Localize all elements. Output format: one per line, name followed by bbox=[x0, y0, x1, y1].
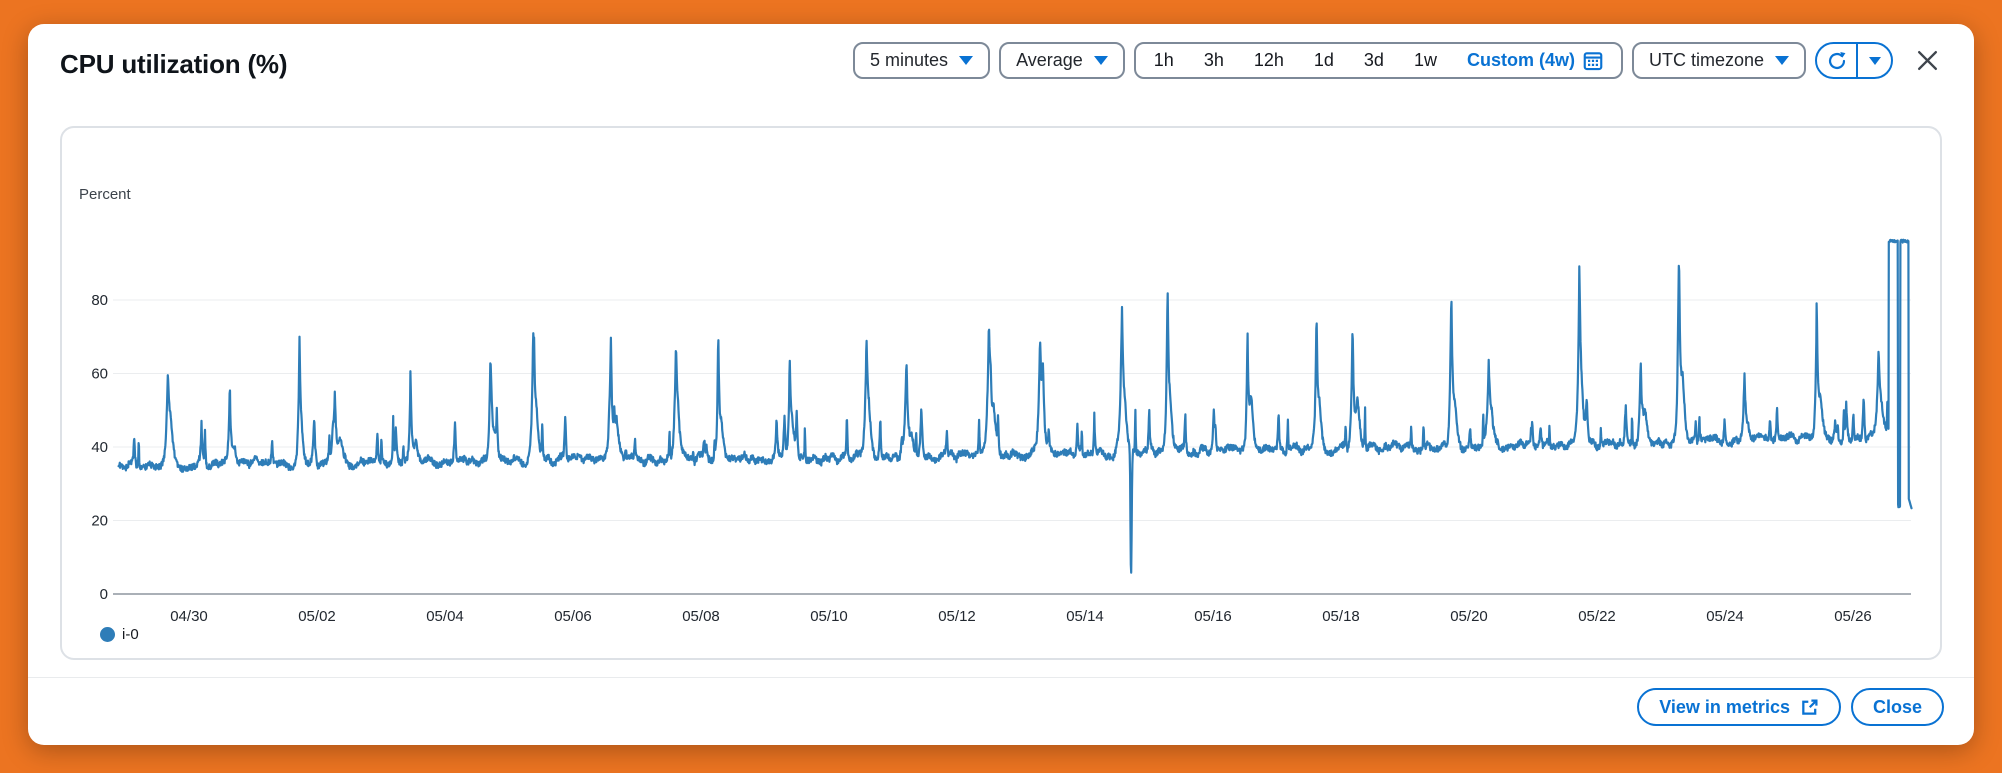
period-dropdown[interactable]: 5 minutes bbox=[853, 42, 991, 79]
x-tick-label: 05/04 bbox=[426, 608, 464, 625]
timezone-dropdown-label: UTC timezone bbox=[1648, 50, 1764, 70]
custom-range-label: Custom (4w) bbox=[1466, 50, 1575, 70]
x-tick-label: 05/10 bbox=[810, 608, 848, 625]
range-option-1w[interactable]: 1w bbox=[1399, 44, 1452, 77]
x-tick-label: 05/06 bbox=[554, 608, 592, 625]
refresh-button[interactable] bbox=[1817, 44, 1856, 77]
period-dropdown-label: 5 minutes bbox=[870, 50, 949, 70]
x-tick-label: 05/08 bbox=[682, 608, 720, 625]
time-range-segmented-control: 1h 3h 12h 1d 3d 1w Custom (4w) bbox=[1133, 42, 1623, 79]
chevron-down-icon bbox=[1868, 56, 1881, 65]
cpu-chart[interactable]: 0 20 40 60 80 04/30 05/02 05/04 05/06 05/08 05/10 0… bbox=[62, 128, 1940, 658]
divider bbox=[1856, 44, 1858, 77]
refresh-split-button bbox=[1815, 42, 1893, 79]
series-label: i-0 bbox=[122, 626, 139, 643]
x-tick-label: 04/30 bbox=[170, 608, 208, 625]
x-tick-label: 05/20 bbox=[1450, 608, 1488, 625]
timezone-dropdown[interactable]: UTC timezone bbox=[1631, 42, 1806, 79]
chevron-down-icon bbox=[1775, 56, 1789, 65]
statistic-dropdown[interactable]: Average bbox=[999, 42, 1125, 79]
y-tick-label: 20 bbox=[91, 513, 108, 530]
y-tick-label: 80 bbox=[91, 292, 108, 309]
chevron-down-icon bbox=[959, 56, 974, 65]
view-in-metrics-button[interactable]: View in metrics bbox=[1637, 688, 1841, 726]
view-in-metrics-label: View in metrics bbox=[1659, 696, 1790, 717]
external-link-icon bbox=[1800, 698, 1819, 717]
x-tick-label: 05/26 bbox=[1834, 608, 1872, 625]
x-tick-label: 05/24 bbox=[1706, 608, 1744, 625]
footer-divider bbox=[28, 677, 1974, 678]
x-tick-label: 05/02 bbox=[298, 608, 336, 625]
x-tick-label: 05/22 bbox=[1578, 608, 1616, 625]
statistic-dropdown-label: Average bbox=[1016, 50, 1083, 70]
y-axis-unit-label: Percent bbox=[79, 186, 131, 203]
range-option-12h[interactable]: 12h bbox=[1239, 44, 1299, 77]
x-tick-label: 05/18 bbox=[1322, 608, 1360, 625]
y-tick-label: 0 bbox=[100, 586, 108, 603]
range-option-3h[interactable]: 3h bbox=[1189, 44, 1239, 77]
range-option-custom[interactable]: Custom (4w) bbox=[1452, 44, 1618, 77]
calendar-icon bbox=[1583, 51, 1603, 71]
range-option-1h[interactable]: 1h bbox=[1139, 44, 1189, 77]
chart-container: Percent 0 20 40 60 80 04/30 05/02 05/04 05/06 05/… bbox=[60, 126, 1942, 660]
x-tick-label: 05/14 bbox=[1066, 608, 1104, 625]
cpu-utilization-line bbox=[117, 238, 1913, 574]
close-button[interactable]: Close bbox=[1850, 688, 1944, 726]
close-icon bbox=[1915, 48, 1940, 73]
dialog-close-button[interactable] bbox=[1911, 44, 1944, 77]
y-tick-label: 40 bbox=[91, 439, 108, 456]
range-option-3d[interactable]: 3d bbox=[1349, 44, 1399, 77]
range-option-1d[interactable]: 1d bbox=[1299, 44, 1349, 77]
chevron-down-icon bbox=[1093, 56, 1108, 65]
close-button-label: Close bbox=[1872, 696, 1922, 717]
chart-legend[interactable]: i-0 bbox=[100, 626, 139, 643]
x-tick-label: 05/12 bbox=[938, 608, 976, 625]
cpu-utilization-dialog: CPU utilization (%) 5 minutes Average 1h… bbox=[28, 24, 1974, 745]
series-color-dot bbox=[100, 627, 115, 642]
dialog-header: CPU utilization (%) 5 minutes Average 1h… bbox=[28, 24, 1974, 80]
page-title: CPU utilization (%) bbox=[60, 49, 288, 79]
x-tick-label: 05/16 bbox=[1194, 608, 1232, 625]
chart-controls: 5 minutes Average 1h 3h 12h 1d 3d 1w Cus… bbox=[853, 42, 1944, 79]
dialog-footer: View in metrics Close bbox=[1637, 688, 1944, 726]
refresh-icon bbox=[1826, 50, 1848, 72]
refresh-options-button[interactable] bbox=[1858, 44, 1891, 77]
y-tick-label: 60 bbox=[91, 366, 108, 383]
